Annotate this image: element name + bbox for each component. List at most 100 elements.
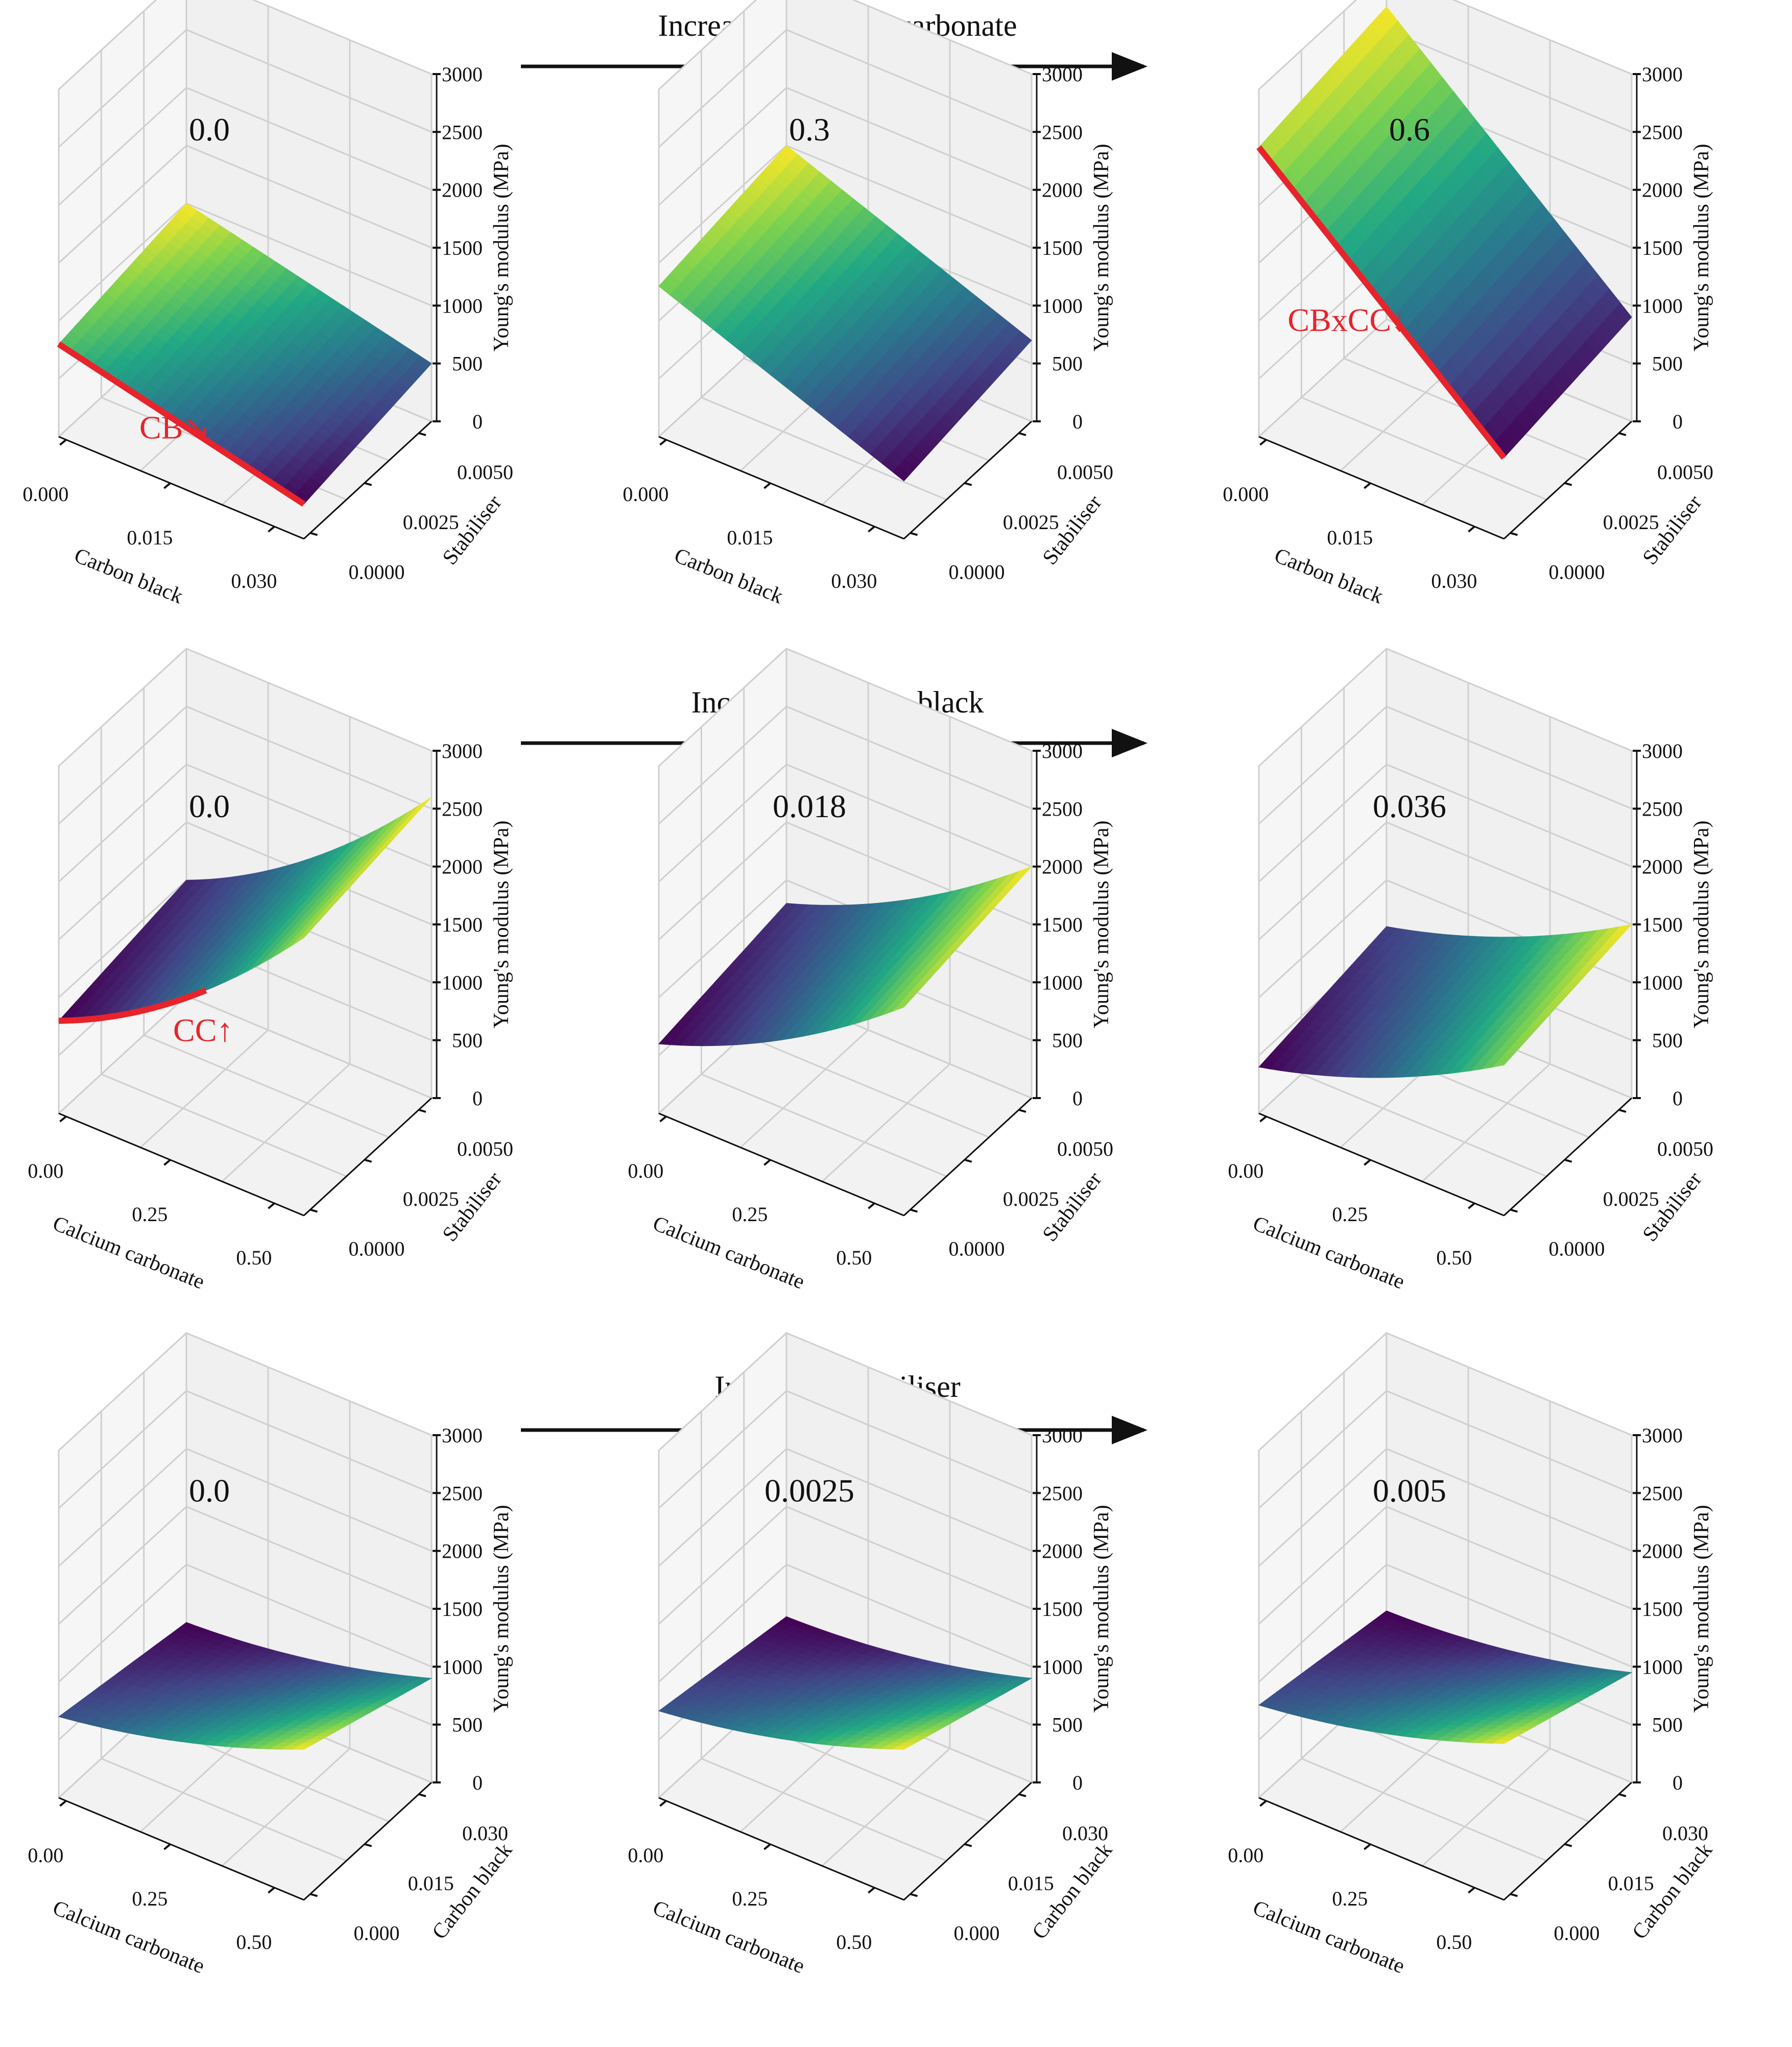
z-tick-label: 500 — [1052, 1713, 1083, 1736]
surface — [658, 145, 1032, 482]
y-tick — [1018, 1109, 1026, 1113]
z-tick-label: 2000 — [1642, 855, 1683, 878]
z-tick-label: 1000 — [1042, 294, 1083, 317]
z-tick-label: 1500 — [442, 1598, 483, 1621]
z-tick-label: 2500 — [442, 797, 483, 820]
y-tick-label: 0.015 — [1008, 1872, 1054, 1895]
x-axis-label: Calcium carbonate — [1250, 1896, 1408, 1978]
x-tick — [763, 482, 771, 489]
y-axis-line — [303, 420, 433, 540]
y-tick-label: 0.0000 — [949, 1237, 1005, 1260]
z-tick-label: 0 — [472, 1087, 483, 1110]
x-axis-line — [1258, 436, 1504, 540]
x-tick-label: 0.50 — [836, 1246, 872, 1269]
z-tick-label: 500 — [452, 1029, 483, 1052]
y-tick-label: 0.0050 — [457, 1137, 513, 1160]
y-tick — [1510, 1208, 1518, 1213]
y-tick-label: 0.0050 — [1057, 1137, 1113, 1160]
x-tick — [268, 1887, 275, 1894]
z-tick-label: 0 — [1072, 410, 1083, 433]
z-tick-label: 3000 — [442, 1424, 483, 1447]
x-tick-label: 0.00 — [28, 1844, 63, 1867]
z-tick-label: 2000 — [1642, 1540, 1683, 1563]
z-tick-label: 500 — [1052, 352, 1083, 375]
y-tick-label: 0.0025 — [1603, 1187, 1659, 1210]
z-tick-label: 2500 — [1642, 797, 1683, 820]
y-tick-label: 0.0000 — [1549, 561, 1605, 584]
z-axis-label: Young's modulus (MPa) — [490, 820, 513, 1028]
x-tick-label: 0.25 — [132, 1887, 168, 1910]
x-tick-label: 0.25 — [732, 1887, 768, 1910]
z-tick-label: 1500 — [1042, 913, 1083, 936]
y-tick — [309, 1893, 318, 1897]
x-axis-label: Carbon black — [1271, 543, 1387, 608]
y-tick — [1018, 1793, 1026, 1797]
panel-title: 0.0025 — [764, 1472, 854, 1509]
z-tick-label: 1500 — [1042, 1598, 1083, 1621]
z-tick-label: 500 — [452, 1713, 483, 1736]
panel-title: 0.0 — [189, 111, 230, 148]
z-tick-label: 2500 — [1642, 121, 1683, 144]
y-tick — [1510, 1893, 1518, 1897]
z-axis-label: Young's modulus (MPa) — [1690, 1505, 1713, 1712]
x-tick — [59, 1115, 67, 1123]
z-tick-label: 3000 — [1642, 740, 1683, 763]
y-tick — [1564, 1843, 1572, 1847]
x-axis-label: Calcium carbonate — [1250, 1211, 1408, 1294]
z-tick-label: 1500 — [442, 913, 483, 936]
z-axis-label: Young's modulus (MPa) — [1690, 144, 1713, 351]
z-tick-label: 0 — [1672, 1771, 1683, 1794]
z-tick-label: 2000 — [1042, 1540, 1083, 1563]
y-tick — [364, 1843, 372, 1847]
z-tick-label: 0 — [1672, 1087, 1683, 1110]
panel-title: 0.6 — [1389, 111, 1430, 148]
y-tick-label: 0.0050 — [1057, 461, 1113, 484]
y-tick — [964, 1158, 972, 1163]
y-tick — [1018, 432, 1026, 436]
x-axis-line — [58, 436, 304, 540]
x-tick-label: 0.000 — [1223, 483, 1269, 506]
y-tick-label: 0.0050 — [1657, 1137, 1713, 1160]
z-tick-label: 3000 — [1642, 63, 1683, 86]
y-tick — [418, 1793, 426, 1797]
z-tick-label: 1500 — [1642, 236, 1683, 259]
x-tick — [1468, 526, 1475, 533]
z-tick-label: 1000 — [1642, 971, 1683, 994]
y-tick — [910, 1208, 918, 1213]
x-axis-label: Calcium carbonate — [650, 1896, 808, 1978]
x-tick — [1364, 1159, 1371, 1166]
z-axis-label: Young's modulus (MPa) — [1090, 144, 1113, 351]
y-tick — [1564, 1158, 1572, 1163]
y-tick-label: 0.0000 — [1549, 1237, 1605, 1260]
y-tick — [418, 1109, 426, 1113]
z-tick-label: 3000 — [442, 63, 483, 86]
y-tick-label: 0.000 — [954, 1922, 1000, 1945]
z-tick-label: 500 — [1052, 1029, 1083, 1052]
z-tick-label: 0 — [472, 1771, 483, 1794]
x-axis-label: Carbon black — [71, 543, 186, 608]
y-tick — [1618, 432, 1627, 436]
z-tick-label: 500 — [1652, 1713, 1683, 1736]
x-tick-label: 0.50 — [236, 1931, 272, 1954]
y-tick — [418, 432, 426, 436]
z-tick-label: 3000 — [442, 740, 483, 763]
z-tick-label: 1000 — [1042, 971, 1083, 994]
z-tick-label: 3000 — [1042, 63, 1083, 86]
x-tick — [868, 1887, 875, 1894]
z-tick-label: 0 — [1072, 1771, 1083, 1794]
highlight-edge — [1256, 145, 1507, 460]
z-tick-label: 3000 — [1042, 1424, 1083, 1447]
y-tick-label: 0.000 — [354, 1922, 400, 1945]
z-tick-label: 1500 — [442, 236, 483, 259]
x-tick — [59, 439, 67, 446]
x-tick — [1259, 439, 1267, 446]
x-tick-label: 0.50 — [1436, 1246, 1472, 1269]
